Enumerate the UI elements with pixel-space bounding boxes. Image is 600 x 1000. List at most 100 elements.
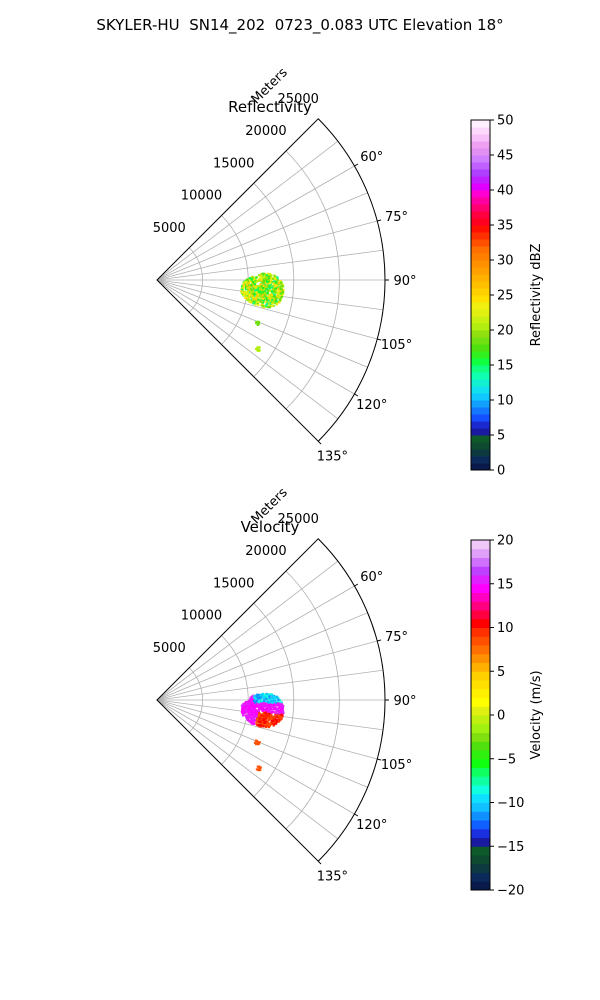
echo-cell: [273, 301, 277, 304]
echo-cell: [251, 709, 254, 712]
azimuth-gridline: [156, 612, 368, 701]
echo-cell: [247, 708, 250, 711]
echo-cell: [248, 278, 251, 281]
echo-cell: [261, 297, 265, 300]
colorbar-swatch: [471, 449, 490, 457]
echo-cell: [248, 277, 251, 280]
echo-cell: [271, 697, 274, 701]
echo-cell: [260, 275, 263, 278]
echo-cell: [261, 278, 264, 281]
echo-cell: [255, 715, 258, 718]
echo-cell: [255, 718, 259, 721]
colorbar-swatch: [471, 820, 490, 830]
echo-cell: [255, 298, 258, 301]
echo-cell: [244, 296, 247, 299]
echo-cell: [259, 720, 262, 724]
echo-cell: [265, 692, 268, 695]
echo-cell: [259, 699, 262, 702]
range-tick-label: 10000: [181, 609, 222, 624]
colorbar-swatch: [471, 302, 490, 310]
echo-cell: [245, 279, 248, 282]
echo-cell: [271, 705, 274, 708]
echo-cell: [258, 274, 261, 277]
echo-cell: [278, 287, 281, 290]
panel-title: Reflectivity: [228, 98, 312, 116]
echo-cell: [272, 300, 275, 303]
echo-cell: [264, 709, 267, 712]
echo-cell: [280, 282, 283, 285]
colorbar-swatch: [471, 566, 490, 576]
echo-cell: [274, 720, 277, 723]
colorbar-swatch: [471, 176, 490, 184]
echo-cell: [271, 304, 274, 307]
echo-cell: [262, 305, 266, 308]
echo-cell: [250, 714, 253, 717]
echo-cell: [241, 286, 244, 289]
echo-cell: [269, 693, 272, 696]
echo-cell: [269, 716, 272, 719]
colorbar-tick-label: −5: [497, 752, 516, 767]
echo-cell: [255, 695, 258, 698]
echo-cell: [255, 721, 258, 724]
echo-cell: [256, 302, 259, 305]
echo-cell: [279, 699, 282, 702]
echo-region: [255, 346, 261, 352]
echo-cell: [262, 725, 265, 728]
echo-cell: [251, 711, 254, 714]
echo-cell: [256, 324, 260, 326]
echo-cell: [277, 720, 281, 723]
echo-cell: [276, 707, 279, 710]
echo-cell: [258, 295, 261, 298]
echo-cell: [258, 702, 262, 705]
echo-cell: [276, 720, 279, 723]
azimuth-tick-label: 75°: [385, 210, 408, 225]
echo-cell: [264, 724, 267, 727]
echo-cell: [241, 292, 244, 295]
sector-outline: [156, 538, 386, 862]
echo-cell: [278, 301, 281, 304]
range-tick-label: 20000: [245, 124, 286, 139]
colorbar-swatch: [471, 723, 490, 733]
echo-cell: [262, 698, 265, 701]
azimuth-tick: [354, 813, 359, 817]
echo-cell: [265, 697, 268, 700]
echo-cell: [245, 716, 248, 719]
echo-cell: [243, 706, 246, 709]
echo-cell: [255, 711, 258, 714]
echo-cell: [282, 288, 285, 292]
colorbar-swatch: [471, 421, 490, 429]
echo-cell: [261, 294, 264, 297]
colorbar-swatch: [471, 288, 490, 296]
echo-cell: [265, 304, 268, 307]
echo-cell: [281, 703, 284, 707]
echo-cell: [247, 297, 250, 300]
echo-cell: [258, 767, 261, 770]
echo-cell: [265, 695, 268, 698]
colorbar-swatch: [471, 776, 490, 786]
echo-cell: [274, 281, 277, 284]
panel-title: Velocity: [241, 518, 300, 536]
echo-cell: [253, 287, 256, 290]
echo-cell: [251, 290, 254, 293]
echo-cell: [252, 292, 255, 295]
echo-cell: [257, 693, 260, 696]
echo-cell: [255, 276, 258, 279]
echo-cell: [268, 287, 271, 290]
echo-cell: [258, 769, 262, 772]
colorbar-swatch: [471, 610, 490, 620]
echo-cell: [269, 701, 272, 704]
echo-cell: [255, 280, 258, 283]
echo-cell: [270, 276, 273, 279]
echo-cell: [259, 290, 262, 293]
colorbar-tick-label: 20: [497, 324, 514, 339]
colorbar-tick-label: 10: [497, 394, 514, 409]
echo-cell: [277, 701, 280, 704]
echo-cell: [268, 284, 271, 287]
echo-cell: [244, 291, 247, 294]
echo-cell: [247, 704, 250, 707]
echo-cell: [274, 291, 278, 294]
colorbar-swatch: [471, 414, 490, 422]
echo-cell: [247, 715, 250, 718]
echo-cell: [280, 701, 283, 704]
echo-cell: [257, 288, 260, 291]
